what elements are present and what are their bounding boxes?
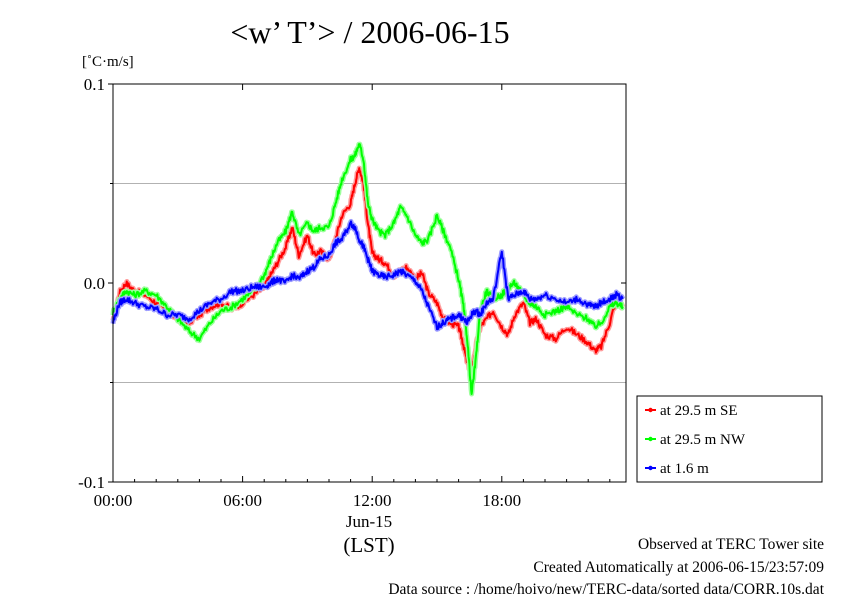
y-axis-unit-label: [˚C·m/s] [82,54,134,70]
x-tick-label-3: 18:00 [482,491,521,510]
y-tick-label-1: 0.0 [84,274,105,293]
series-line-0 [112,167,624,372]
x-tick-label-2: 12:00 [353,491,392,510]
gridlines [113,183,626,383]
legend-marker-0 [648,407,653,413]
legend-label-2: at 1.6 m [660,461,709,477]
x-axis: 00:00 06:00 12:00 18:00 [94,84,611,510]
x-axis-date-label: Jun-15 [346,512,392,531]
plot-frame [112,83,627,483]
legend-box [636,395,823,483]
y-tick-label-2: -0.1 [78,473,105,492]
x-tick-label-1: 06:00 [223,491,262,510]
x-axis-label: (LST) [343,533,394,557]
footer-created: Created Automatically at 2006-06-15/23:5… [533,559,824,576]
series-halo-1 [110,141,625,397]
y-tick-label-0: 0.1 [84,75,105,94]
legend-label-0: at 29.5 m SE [660,403,738,419]
y-axis: 0.1 0.0 -0.1 [78,75,626,492]
x-tick-label-0: 00:00 [94,491,133,510]
legend-label-1: at 29.5 m NW [660,432,746,448]
chart-title: <w’ T’> / 2006-06-15 [230,14,510,50]
footer-site: Observed at TERC Tower site [637,536,824,553]
legend-marker-2 [648,465,653,471]
footer-source: Data source : /home/hoivo/new/TERC-data/… [388,581,824,598]
legend-marker-1 [648,436,653,442]
legend: at 29.5 m SE at 29.5 m NW at 1.6 m [636,395,823,483]
series-layer [110,141,626,397]
series-line-2 [112,220,624,331]
series-line-1 [112,143,624,395]
